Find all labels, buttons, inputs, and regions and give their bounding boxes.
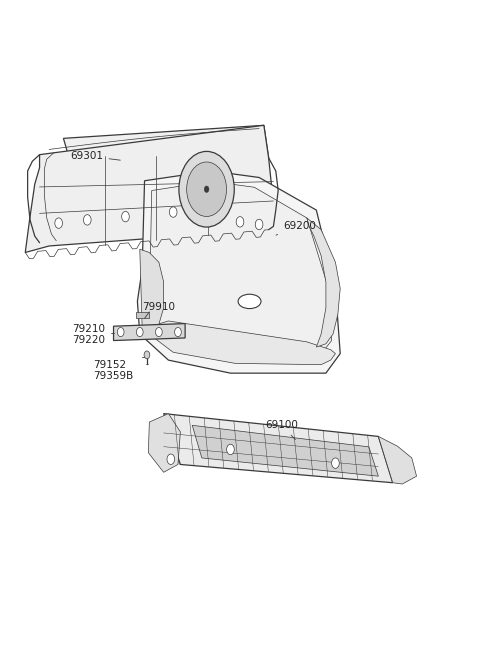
- Circle shape: [84, 215, 91, 225]
- Text: 79359B: 79359B: [93, 371, 133, 381]
- Circle shape: [169, 207, 177, 217]
- Polygon shape: [148, 413, 180, 472]
- Circle shape: [236, 217, 244, 227]
- Text: 69200: 69200: [276, 221, 316, 235]
- Circle shape: [179, 151, 234, 227]
- Polygon shape: [114, 324, 185, 341]
- Polygon shape: [140, 250, 164, 329]
- Polygon shape: [378, 436, 417, 484]
- Circle shape: [136, 328, 143, 337]
- Circle shape: [227, 444, 234, 455]
- Circle shape: [117, 328, 124, 337]
- Polygon shape: [192, 425, 378, 476]
- Circle shape: [255, 219, 263, 230]
- Circle shape: [121, 212, 129, 222]
- Polygon shape: [63, 125, 269, 171]
- Text: 79910: 79910: [142, 302, 175, 312]
- Circle shape: [332, 458, 339, 468]
- Circle shape: [187, 162, 227, 216]
- Text: 79152: 79152: [93, 360, 126, 370]
- Polygon shape: [136, 312, 149, 318]
- Circle shape: [175, 328, 181, 337]
- Circle shape: [144, 351, 150, 359]
- Text: 79210: 79210: [72, 324, 105, 334]
- Polygon shape: [164, 413, 393, 483]
- Ellipse shape: [238, 294, 261, 309]
- Polygon shape: [307, 218, 340, 347]
- Polygon shape: [137, 171, 340, 373]
- Circle shape: [156, 328, 162, 337]
- Text: 79220: 79220: [72, 335, 105, 345]
- Text: 69100: 69100: [265, 421, 298, 440]
- Polygon shape: [142, 321, 336, 365]
- Text: 69301: 69301: [71, 151, 120, 161]
- Circle shape: [167, 454, 175, 464]
- Polygon shape: [25, 125, 274, 252]
- Circle shape: [55, 218, 62, 229]
- Polygon shape: [146, 181, 332, 358]
- Circle shape: [204, 186, 209, 193]
